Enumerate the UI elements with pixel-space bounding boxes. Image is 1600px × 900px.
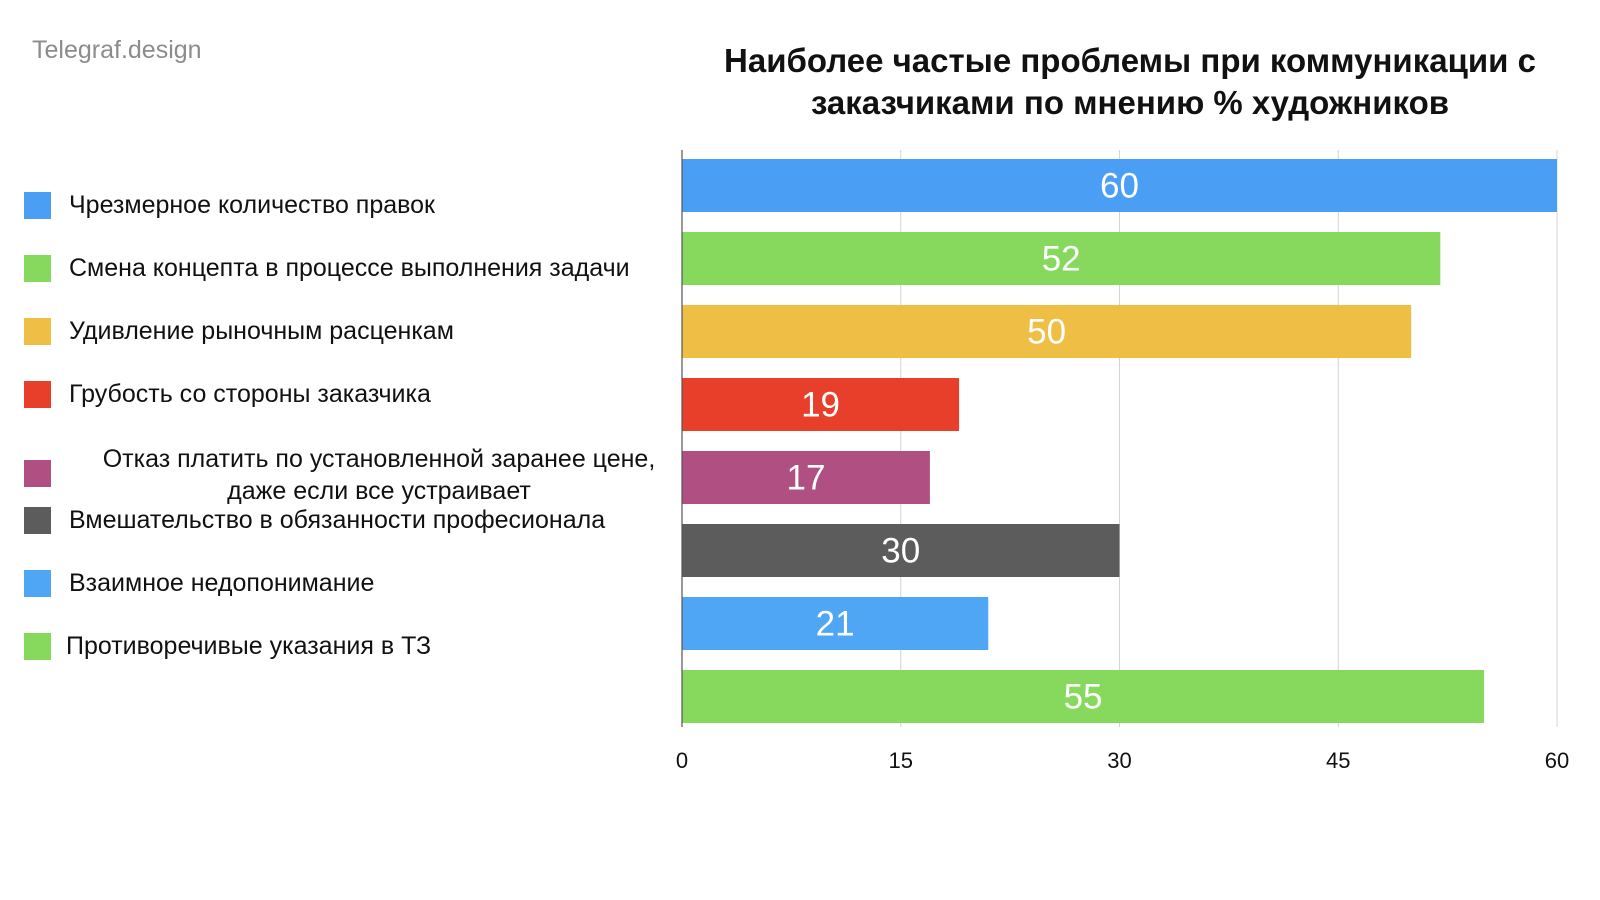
watermark: Telegraf.design xyxy=(32,36,202,64)
x-tick-label: 0 xyxy=(676,748,688,773)
legend-swatch xyxy=(24,507,51,534)
legend-label: Смена концепта в процессе выполнения зад… xyxy=(69,254,630,282)
bar xyxy=(682,524,1120,577)
bar xyxy=(682,232,1441,285)
data-label: 17 xyxy=(786,459,825,498)
chart-title-line-2: заказчиками по мнению % художников xyxy=(810,84,1450,121)
legend-label-line-2: даже если все устраивает xyxy=(227,477,531,505)
data-label: 19 xyxy=(801,386,840,425)
legend-label: Удивление рыночным расценкам xyxy=(69,317,454,345)
legend-label-line-1: Отказ платить по установленной заранее ц… xyxy=(102,445,656,473)
data-label: 55 xyxy=(1064,678,1103,717)
chart-title-line-1: Наиболее частые проблемы при коммуникаци… xyxy=(724,42,1536,79)
legend-label: Грубость со стороны заказчика xyxy=(69,380,431,408)
legend-swatch xyxy=(24,460,51,487)
legend-label: Чрезмерное количество правок xyxy=(69,191,435,219)
legend-label: Вмешательство в обязанности професионала xyxy=(69,506,606,534)
bar xyxy=(682,305,1412,358)
bar xyxy=(682,597,989,650)
legend: Чрезмерное количество правок Смена конце… xyxy=(0,0,700,900)
legend-swatch xyxy=(24,633,51,660)
legend-label: Взаимное недопонимание xyxy=(69,569,375,597)
x-tick-label: 30 xyxy=(1107,748,1131,773)
bar xyxy=(682,159,1557,212)
legend-label: Противоречивые указания в ТЗ xyxy=(66,632,432,660)
bar xyxy=(682,670,1485,723)
legend-swatch xyxy=(24,381,51,408)
bar xyxy=(682,451,930,504)
chart-title: Наиболее частые проблемы при коммуникаци… xyxy=(680,40,1580,124)
data-label: 50 xyxy=(1027,313,1066,352)
legend-swatch xyxy=(24,570,51,597)
x-tick-label: 60 xyxy=(1545,748,1569,773)
legend-swatch xyxy=(24,192,51,219)
data-label: 21 xyxy=(816,605,855,644)
data-label: 30 xyxy=(881,532,920,571)
legend-swatch xyxy=(24,318,51,345)
bar xyxy=(682,378,960,431)
data-label: 52 xyxy=(1042,240,1081,279)
x-tick-label: 15 xyxy=(889,748,913,773)
data-label: 60 xyxy=(1100,167,1139,206)
legend-swatch xyxy=(24,255,51,282)
legend-label: Отказ платить по установленной заранее ц… xyxy=(69,443,689,507)
x-tick-label: 45 xyxy=(1326,748,1350,773)
